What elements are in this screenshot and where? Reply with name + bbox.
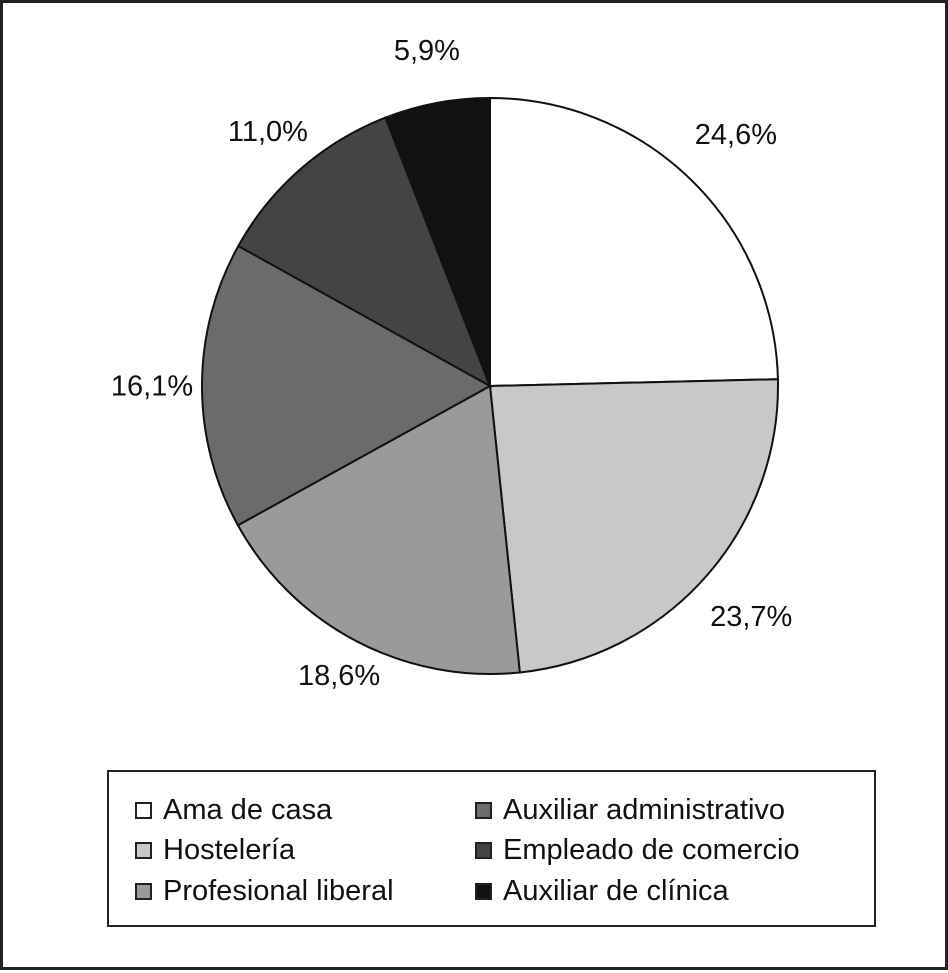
legend-swatch-empleado-de-comercio bbox=[475, 841, 492, 859]
legend-swatch-ama-de-casa bbox=[135, 801, 152, 819]
pie-label-auxiliar-administrativo: 16,1% bbox=[111, 371, 193, 403]
legend-swatch-auxiliar-administrativo bbox=[475, 801, 492, 819]
pie-slice-empleado-de-comercio bbox=[236, 116, 492, 389]
legend-item-profesional-liberal: Profesional liberal bbox=[135, 873, 394, 909]
pie-label-hosteleria: 23,7% bbox=[710, 601, 792, 633]
legend-label: Profesional liberal bbox=[163, 874, 394, 907]
pie-label-ama-de-casa: 24,6% bbox=[695, 119, 777, 151]
pie-slice-auxiliar-administrativo bbox=[201, 244, 493, 527]
legend-label: Auxiliar administrativo bbox=[503, 793, 786, 826]
legend-label: Empleado de comercio bbox=[503, 833, 800, 866]
legend-label: Hostelería bbox=[163, 833, 296, 866]
legend-item-empleado-de-comercio: Empleado de comercio bbox=[475, 832, 800, 868]
legend-item-ama-de-casa: Ama de casa bbox=[135, 792, 332, 828]
legend-swatch-profesional-liberal bbox=[135, 882, 152, 900]
legend-swatch-hosteleria bbox=[135, 841, 152, 859]
legend-item-auxiliar-de-clinica: Auxiliar de clínica bbox=[475, 873, 729, 909]
legend-label: Auxiliar de clínica bbox=[503, 874, 729, 907]
pie-slice-hosteleria bbox=[488, 378, 779, 674]
pie-slice-auxiliar-de-clinica bbox=[384, 96, 491, 387]
legend-item-hosteleria: Hostelería bbox=[135, 832, 295, 868]
pie-label-profesional-liberal: 18,6% bbox=[298, 660, 380, 692]
legend-item-auxiliar-administrativo: Auxiliar administrativo bbox=[475, 792, 785, 828]
legend: Ama de casa Hostelería Profesional liber… bbox=[107, 770, 876, 927]
pie-slice-profesional-liberal bbox=[236, 384, 521, 675]
legend-label: Ama de casa bbox=[163, 793, 333, 826]
pie-chart: 24,6% 23,7% 18,6% 16,1% 11,0% 5,9% bbox=[111, 35, 792, 692]
pie-slice-ama-de-casa bbox=[489, 96, 779, 388]
pie-label-auxiliar-de-clinica: 5,9% bbox=[394, 35, 460, 67]
legend-swatch-auxiliar-de-clinica bbox=[475, 882, 492, 900]
pie-label-empleado-de-comercio: 11,0% bbox=[228, 116, 308, 148]
